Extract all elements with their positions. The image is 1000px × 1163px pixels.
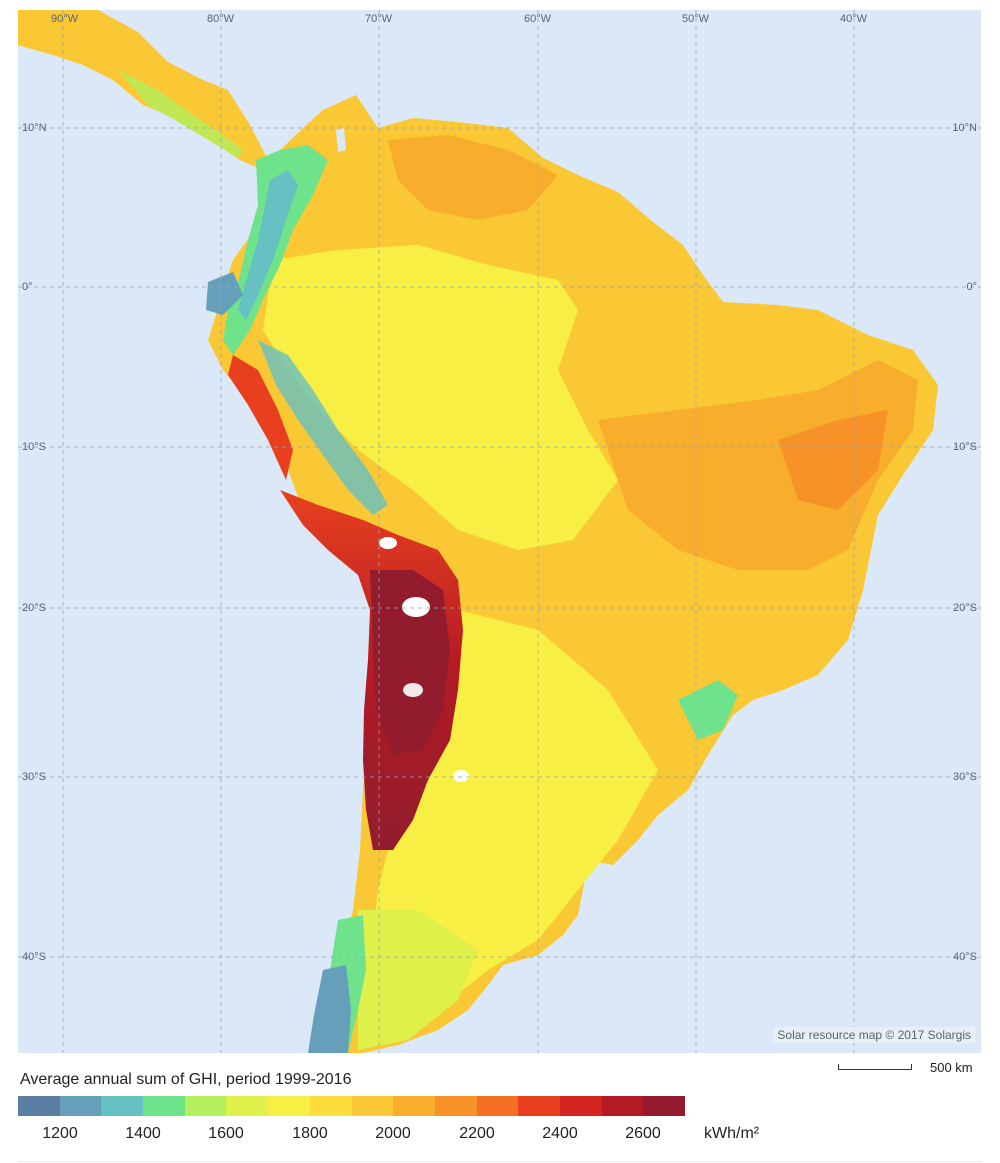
- legend-swatch-0: [18, 1096, 60, 1116]
- legend-swatch-13: [559, 1096, 602, 1116]
- legend-tick-1400: 1400: [125, 1125, 161, 1142]
- legend-swatch-12: [518, 1096, 560, 1116]
- south-america-land: [208, 95, 938, 1053]
- legend-unit: kWh/m²: [704, 1125, 760, 1142]
- legend-swatch-6: [268, 1096, 310, 1116]
- legend-tick-1600: 1600: [208, 1125, 244, 1142]
- lat-label-10n-left: 10°N: [22, 122, 47, 134]
- salt-flat-titicaca: [379, 537, 397, 549]
- legend-swatch-7: [309, 1096, 352, 1116]
- scale-bar-line: [838, 1064, 912, 1070]
- lon-label-80w: 80°W: [207, 13, 235, 25]
- lat-label-10s-left: 10°S: [22, 441, 46, 453]
- legend-swatch-4: [184, 1096, 227, 1116]
- se-brazil-green: [678, 680, 738, 740]
- scale-bar: 500 km: [838, 1058, 988, 1082]
- lon-label-40w: 40°W: [840, 13, 868, 25]
- lat-label-30s-right: 30°S: [953, 771, 977, 783]
- legend-swatch-2: [101, 1096, 144, 1116]
- lat-label-0-left: 0°: [22, 281, 33, 293]
- legend-tick-2200: 2200: [459, 1125, 495, 1142]
- legend-tick-2400: 2400: [542, 1125, 578, 1142]
- patagonia-yellow: [358, 910, 478, 1050]
- bottom-divider: [18, 1161, 982, 1162]
- brazil-orange: [598, 360, 918, 570]
- scale-bar-label: 500 km: [930, 1060, 973, 1075]
- legend-tick-1800: 1800: [292, 1125, 328, 1142]
- legend-swatch-8: [351, 1096, 394, 1116]
- guiana-orange: [388, 135, 558, 220]
- altiplano-darkred: [370, 570, 450, 755]
- legend-title: Average annual sum of GHI, period 1999-2…: [20, 1071, 352, 1088]
- map-graphic: [18, 10, 981, 1053]
- lat-label-40s-right: 40°S: [953, 951, 977, 963]
- salt-flat-arg: [453, 770, 469, 782]
- ecuador-coast-teal: [206, 272, 243, 315]
- legend-swatch-1: [59, 1096, 102, 1116]
- legend-swatch-14: [601, 1096, 644, 1116]
- salt-flat-atacama: [403, 683, 423, 697]
- legend-tick-2600: 2600: [625, 1125, 661, 1142]
- legend-swatch-10: [434, 1096, 477, 1116]
- amazon-yellow: [263, 245, 618, 550]
- legend-swatch-15: [643, 1096, 685, 1116]
- lake-maracaibo: [336, 128, 346, 152]
- graticule: [18, 10, 981, 1053]
- legend-swatch-9: [393, 1096, 435, 1116]
- lat-label-20s-left: 20°S: [22, 602, 46, 614]
- legend-tick-1200: 1200: [42, 1125, 78, 1142]
- brazil-deep-orange: [778, 410, 888, 510]
- lat-label-20s-right: 20°S: [953, 602, 977, 614]
- lat-label-0-right: 0°: [966, 281, 977, 293]
- legend-tick-2000: 2000: [375, 1125, 411, 1142]
- solar-map[interactable]: 90°W 80°W 70°W 60°W 50°W 40°W 10°N 0° 10…: [18, 10, 981, 1053]
- lon-label-90w: 90°W: [51, 13, 79, 25]
- lon-label-70w: 70°W: [365, 13, 393, 25]
- legend-swatch-3: [143, 1096, 185, 1116]
- legend-swatch-11: [476, 1096, 519, 1116]
- lat-label-40s-left: 40°S: [22, 951, 46, 963]
- legend-swatch-5: [226, 1096, 269, 1116]
- lon-label-60w: 60°W: [524, 13, 552, 25]
- central-america-highlands: [118, 70, 243, 158]
- coastal-peru-red: [228, 355, 293, 480]
- lat-label-30s-left: 30°S: [22, 771, 46, 783]
- color-ramp: [18, 1096, 685, 1116]
- peru-andes-green: [258, 340, 388, 515]
- salt-flat-uyuni: [402, 597, 430, 617]
- lon-label-50w: 50°W: [682, 13, 710, 25]
- southern-chile-blue: [308, 965, 351, 1053]
- map-attribution: Solar resource map © 2017 Solargis: [773, 1027, 975, 1043]
- legend-ticks: 1200 1400 1600 1800 2000 2200 2400 2600: [18, 1125, 798, 1147]
- northern-andes-teal: [238, 170, 298, 320]
- lat-label-10s-right: 10°S: [953, 441, 977, 453]
- lat-label-10n-right: 10°N: [952, 122, 977, 134]
